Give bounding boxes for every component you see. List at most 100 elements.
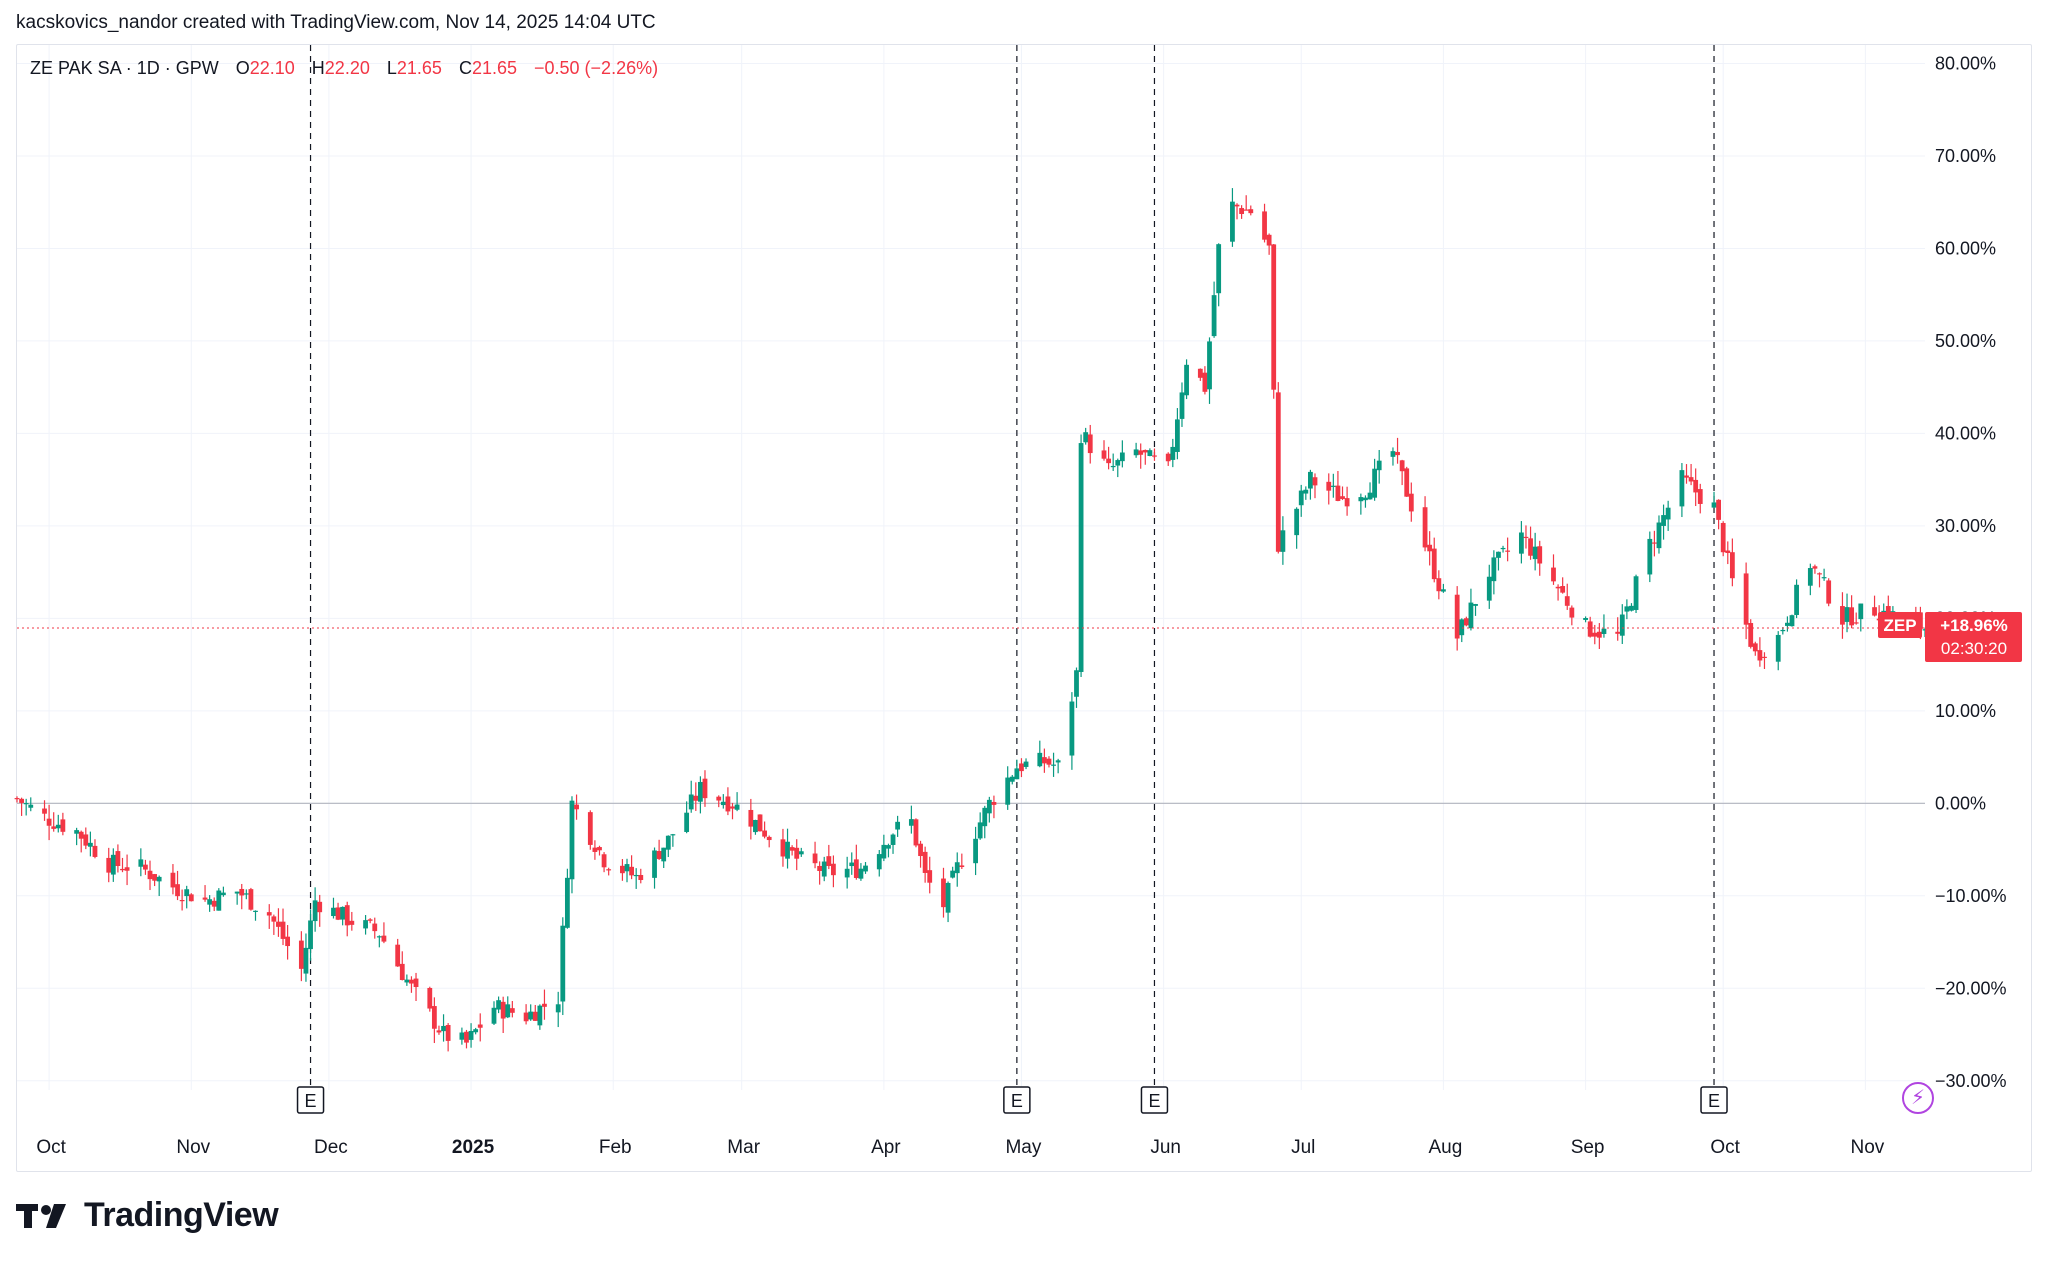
candle xyxy=(656,839,662,860)
candle xyxy=(1459,618,1465,643)
candle xyxy=(1106,446,1111,470)
candle xyxy=(409,976,414,993)
candle xyxy=(1055,758,1061,774)
candle xyxy=(1615,617,1621,641)
candle xyxy=(973,826,978,876)
candle xyxy=(720,794,726,809)
tradingview-brand: TradingView xyxy=(16,1196,279,1235)
candle xyxy=(1518,521,1524,564)
candle xyxy=(1775,631,1781,671)
candle xyxy=(1532,532,1538,571)
candle xyxy=(697,776,703,814)
candle xyxy=(849,852,855,875)
candle xyxy=(28,797,34,812)
candle xyxy=(1363,495,1368,508)
candle xyxy=(1853,612,1859,625)
candle xyxy=(156,875,162,897)
candle xyxy=(890,833,896,854)
candle xyxy=(1725,541,1731,565)
candle xyxy=(179,889,185,911)
candle xyxy=(922,846,928,883)
change-value: −0.50 (−2.26%) xyxy=(534,58,659,78)
candle xyxy=(1757,637,1763,667)
candle xyxy=(1074,667,1079,708)
candle xyxy=(303,933,309,982)
earnings-e-icon[interactable]: E xyxy=(1700,1086,1728,1114)
candle xyxy=(376,935,382,948)
candle xyxy=(1711,491,1717,508)
candle xyxy=(629,855,634,880)
candle xyxy=(950,866,956,879)
candle xyxy=(468,1023,474,1048)
candle xyxy=(1372,458,1378,501)
candle xyxy=(532,1004,538,1021)
candle xyxy=(1491,550,1497,595)
earnings-e-icon[interactable]: E xyxy=(1140,1086,1169,1114)
candle xyxy=(19,797,24,816)
lightning-icon[interactable]: ⚡ xyxy=(1902,1082,1934,1114)
candle xyxy=(298,931,304,982)
high-label: H xyxy=(311,58,325,78)
candle xyxy=(1596,623,1602,649)
candle xyxy=(427,986,433,1012)
candle xyxy=(1358,493,1364,515)
candle xyxy=(569,796,575,894)
candle xyxy=(1110,453,1116,471)
candles xyxy=(14,188,1928,1052)
current-value-badge: +18.96% 02:30:20 xyxy=(1925,611,2022,662)
y-tick-label: 0.00% xyxy=(1935,793,1986,813)
candle xyxy=(725,787,731,816)
candle xyxy=(1399,459,1405,486)
candle xyxy=(1046,756,1052,768)
candle xyxy=(1207,337,1212,404)
x-tick-label: Apr xyxy=(871,1137,901,1158)
candle xyxy=(1716,499,1722,530)
candle xyxy=(564,868,570,929)
open-label: O xyxy=(235,58,250,78)
candle xyxy=(1523,525,1529,549)
candle xyxy=(1087,424,1093,464)
candle xyxy=(684,801,690,834)
candle xyxy=(445,1023,451,1052)
candle xyxy=(1821,568,1827,581)
candle xyxy=(1693,468,1699,507)
candle xyxy=(51,812,57,832)
candle xyxy=(1014,759,1020,780)
candle xyxy=(1849,595,1855,629)
candle xyxy=(1748,619,1754,649)
earnings-e-icon[interactable]: E xyxy=(1003,1086,1031,1114)
candle xyxy=(1422,496,1428,552)
candle xyxy=(1303,486,1309,500)
ticker-tag: ZEP xyxy=(1878,611,1922,638)
y-tick-label: 10.00% xyxy=(1935,701,1996,721)
current-percent: +18.96% xyxy=(1940,616,2008,635)
candle xyxy=(55,814,61,833)
candle xyxy=(46,804,52,841)
candle xyxy=(592,840,598,860)
candle xyxy=(913,818,919,848)
candle xyxy=(271,914,277,935)
candle xyxy=(670,833,676,847)
candle xyxy=(1390,447,1396,466)
candle xyxy=(1688,464,1694,486)
candle xyxy=(1019,758,1024,778)
earnings-lines xyxy=(309,45,1715,1090)
candle xyxy=(633,868,639,889)
x-tick-label: Jun xyxy=(1150,1137,1181,1158)
candle xyxy=(1326,473,1332,505)
candle xyxy=(959,853,965,869)
svg-text:E: E xyxy=(1011,1091,1023,1111)
candle xyxy=(1752,641,1758,656)
x-tick-label: Sep xyxy=(1571,1137,1605,1158)
candle xyxy=(886,843,891,858)
candle xyxy=(941,867,946,918)
candle xyxy=(1170,438,1176,468)
candle xyxy=(170,864,176,895)
candle xyxy=(1330,473,1336,498)
candle xyxy=(624,858,630,883)
earnings-e-icon[interactable]: E xyxy=(296,1086,325,1114)
candle xyxy=(982,805,988,839)
candle xyxy=(1794,579,1799,619)
candle xyxy=(1376,449,1382,484)
